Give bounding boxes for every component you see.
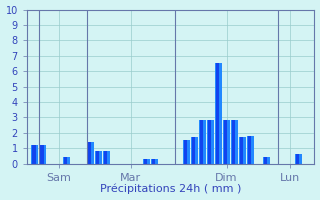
Bar bbox=[63, 157, 70, 164]
Bar bbox=[184, 140, 187, 164]
Bar bbox=[200, 120, 203, 164]
Bar bbox=[191, 137, 198, 164]
Bar bbox=[264, 157, 267, 164]
Bar bbox=[296, 154, 299, 164]
Bar bbox=[103, 151, 110, 164]
Bar bbox=[239, 137, 246, 164]
Bar bbox=[95, 151, 102, 164]
X-axis label: Précipitations 24h ( mm ): Précipitations 24h ( mm ) bbox=[100, 184, 241, 194]
Bar bbox=[39, 145, 46, 164]
Bar bbox=[224, 120, 227, 164]
Bar bbox=[223, 120, 230, 164]
Bar bbox=[232, 120, 235, 164]
Bar bbox=[96, 151, 100, 164]
Bar bbox=[247, 136, 254, 164]
Bar bbox=[248, 136, 251, 164]
Bar bbox=[151, 159, 158, 164]
Bar bbox=[199, 120, 206, 164]
Bar bbox=[32, 145, 36, 164]
Bar bbox=[88, 142, 92, 164]
Bar bbox=[192, 137, 195, 164]
Bar bbox=[152, 159, 156, 164]
Bar bbox=[263, 157, 270, 164]
Bar bbox=[64, 157, 68, 164]
Bar bbox=[231, 120, 238, 164]
Bar bbox=[144, 159, 148, 164]
Bar bbox=[240, 137, 243, 164]
Bar bbox=[104, 151, 108, 164]
Bar bbox=[208, 120, 211, 164]
Bar bbox=[216, 63, 219, 164]
Bar bbox=[40, 145, 44, 164]
Bar bbox=[87, 142, 94, 164]
Bar bbox=[207, 120, 214, 164]
Bar bbox=[31, 145, 38, 164]
Bar bbox=[295, 154, 302, 164]
Bar bbox=[215, 63, 222, 164]
Bar bbox=[143, 159, 150, 164]
Bar bbox=[183, 140, 190, 164]
